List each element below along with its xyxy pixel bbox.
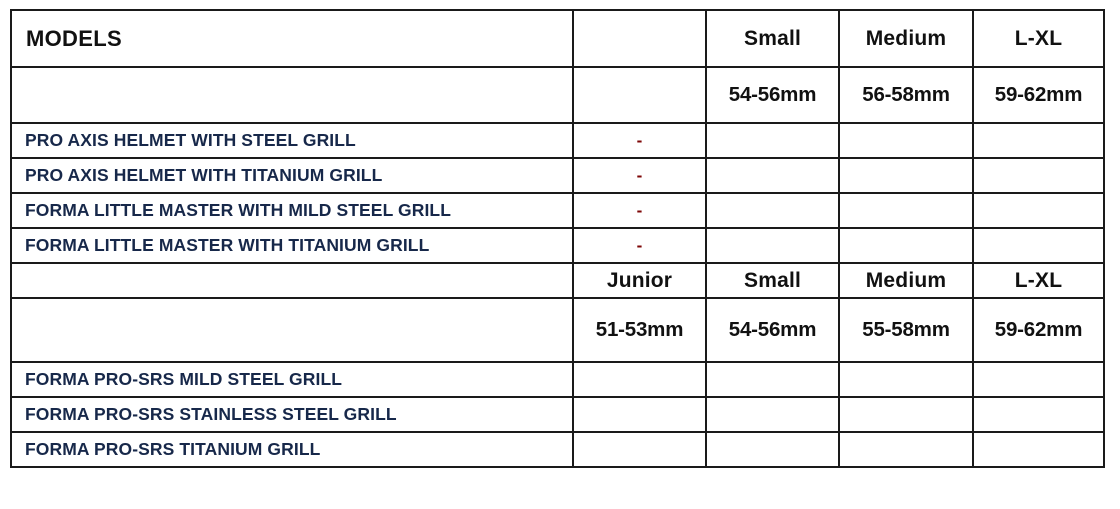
table-row: FORMA PRO-SRS MILD STEEL GRILL — [10, 361, 1105, 398]
availability-cell-unavailable: - — [572, 122, 707, 159]
size-value-s2-junior: 51-53mm — [572, 297, 707, 363]
model-name-cell: FORMA PRO-SRS MILD STEEL GRILL — [10, 361, 574, 398]
size-header-s2-junior: Junior — [572, 262, 707, 299]
availability-cell-lxl — [972, 157, 1105, 194]
availability-cell-lxl — [972, 431, 1105, 468]
availability-cell-small — [705, 227, 840, 264]
availability-cell-medium — [838, 157, 974, 194]
page-title: MODELS — [10, 9, 574, 68]
table-header-row-measurements-2: 51-53mm 54-56mm 55-58mm 59-62mm — [10, 297, 1105, 363]
availability-cell-lxl — [972, 192, 1105, 229]
availability-cell-medium — [838, 122, 974, 159]
availability-cell-small — [705, 431, 840, 468]
model-name-cell: PRO AXIS HELMET WITH STEEL GRILL — [10, 122, 574, 159]
availability-cell-junior — [572, 396, 707, 433]
availability-cell-medium — [838, 431, 974, 468]
size-value-s2-lxl: 59-62mm — [972, 297, 1105, 363]
table-row: FORMA LITTLE MASTER WITH MILD STEEL GRIL… — [10, 192, 1105, 229]
availability-cell-junior — [572, 361, 707, 398]
size-header-s2-lxl: L-XL — [972, 262, 1105, 299]
model-name-cell: FORMA PRO-SRS STAINLESS STEEL GRILL — [10, 396, 574, 433]
availability-cell-medium — [838, 361, 974, 398]
model-name-cell: FORMA LITTLE MASTER WITH MILD STEEL GRIL… — [10, 192, 574, 229]
size-header-s2-small: Small — [705, 262, 840, 299]
availability-cell-junior — [572, 431, 707, 468]
availability-cell-medium — [838, 396, 974, 433]
availability-cell-unavailable: - — [572, 227, 707, 264]
availability-cell-medium — [838, 192, 974, 229]
table-header-row-measurements-1: 54-56mm 56-58mm 59-62mm — [10, 66, 1105, 124]
size-value-s1-lxl: 59-62mm — [972, 66, 1105, 124]
availability-cell-small — [705, 157, 840, 194]
availability-cell-lxl — [972, 361, 1105, 398]
table-row: PRO AXIS HELMET WITH STEEL GRILL - — [10, 122, 1105, 159]
model-name-cell: PRO AXIS HELMET WITH TITANIUM GRILL — [10, 157, 574, 194]
model-name-cell: FORMA PRO-SRS TITANIUM GRILL — [10, 431, 574, 468]
availability-cell-unavailable: - — [572, 192, 707, 229]
availability-cell-small — [705, 192, 840, 229]
size-header-s1-medium: Medium — [838, 9, 974, 68]
size-header-s2-medium: Medium — [838, 262, 974, 299]
availability-cell-small — [705, 396, 840, 433]
measure-label-blank-s1 — [10, 66, 574, 124]
size-value-s1-small: 54-56mm — [705, 66, 840, 124]
availability-cell-lxl — [972, 122, 1105, 159]
availability-cell-lxl — [972, 396, 1105, 433]
table-row: FORMA PRO-SRS TITANIUM GRILL — [10, 431, 1105, 468]
table-row: FORMA LITTLE MASTER WITH TITANIUM GRILL … — [10, 227, 1105, 264]
section-2-header-blank — [10, 262, 574, 299]
availability-cell-unavailable: - — [572, 157, 707, 194]
size-value-s1-medium: 56-58mm — [838, 66, 974, 124]
table-row: PRO AXIS HELMET WITH TITANIUM GRILL - — [10, 157, 1105, 194]
size-value-s1-col1 — [572, 66, 707, 124]
availability-cell-lxl — [972, 227, 1105, 264]
availability-cell-medium — [838, 227, 974, 264]
measure-label-blank-s2 — [10, 297, 574, 363]
table-header-row-sizes-2: Junior Small Medium L-XL — [10, 262, 1105, 299]
table-row: FORMA PRO-SRS STAINLESS STEEL GRILL — [10, 396, 1105, 433]
size-header-s1-col1 — [572, 9, 707, 68]
size-header-s1-small: Small — [705, 9, 840, 68]
size-header-s1-lxl: L-XL — [972, 9, 1105, 68]
size-value-s2-small: 54-56mm — [705, 297, 840, 363]
size-value-s2-medium: 55-58mm — [838, 297, 974, 363]
availability-cell-small — [705, 122, 840, 159]
model-name-cell: FORMA LITTLE MASTER WITH TITANIUM GRILL — [10, 227, 574, 264]
helmet-size-chart-table: MODELS Small Medium L-XL 54-56mm 56-58mm… — [10, 9, 1105, 468]
availability-cell-small — [705, 361, 840, 398]
table-header-row-models: MODELS Small Medium L-XL — [10, 9, 1105, 68]
